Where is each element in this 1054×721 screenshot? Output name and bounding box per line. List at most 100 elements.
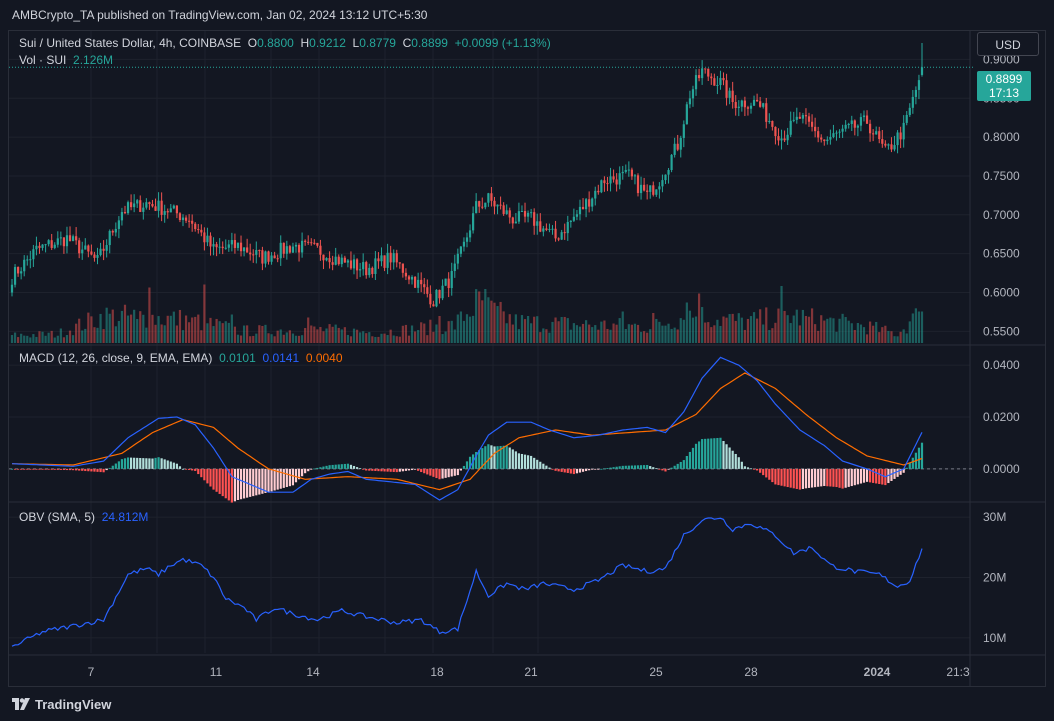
macd-histogram-bar [508, 447, 511, 469]
macd-histogram-bar [224, 468, 227, 499]
candle-body [136, 200, 139, 204]
volume-bar [23, 335, 26, 343]
obv-line [11, 517, 923, 647]
macd-histogram-bar [612, 467, 615, 469]
volume-bar [294, 335, 298, 343]
macd-histogram-bar [47, 468, 50, 470]
macd-histogram-bar [68, 468, 72, 471]
candle-body [175, 205, 178, 214]
candle-body [68, 235, 72, 241]
volume-bar [835, 331, 838, 343]
candle-body [233, 240, 237, 248]
volume-bar [212, 326, 215, 343]
volume-bar [10, 335, 14, 343]
candle-body [496, 204, 499, 207]
low-label: L [352, 36, 360, 50]
macd-histogram-bar [817, 468, 820, 487]
macd-histogram-bar [746, 467, 750, 469]
macd-line [11, 356, 923, 501]
macd-histogram-bar [533, 457, 536, 469]
volume-bar [429, 319, 432, 343]
volume-bar [688, 310, 692, 343]
volume-bar [169, 315, 172, 343]
volume-bar [908, 321, 911, 343]
candle-body [551, 228, 554, 230]
candle-body [184, 217, 188, 221]
macd-histogram-bar [218, 468, 221, 494]
volume-bar [102, 329, 105, 343]
macd-histogram-bar [126, 457, 130, 469]
volume-bar [673, 327, 676, 343]
macd-histogram-bar [53, 468, 56, 470]
candle-body [511, 217, 514, 224]
x-tick-8: 21:3 [946, 665, 970, 679]
x-tick-3: 18 [430, 665, 444, 679]
volume-bar [520, 315, 524, 343]
candle-body [227, 244, 230, 248]
macd-histogram-bar [499, 445, 502, 469]
volume-bar [313, 326, 316, 343]
volume-bar [255, 333, 258, 343]
volume-bar [26, 335, 29, 343]
volume-bar [389, 329, 392, 343]
volume-bar [911, 313, 914, 343]
macd-histogram-bar [673, 465, 676, 469]
macd-histogram-bar [661, 468, 664, 471]
candle-body [667, 169, 670, 175]
volume-bar [621, 311, 624, 343]
volume-bar [548, 332, 551, 343]
macd-histogram-bar [304, 468, 307, 474]
macd-histogram-bar [301, 468, 304, 477]
candle-body [218, 246, 221, 248]
volume-bar [297, 335, 301, 343]
volume-bar [395, 336, 398, 343]
candle-body [401, 263, 404, 273]
macd-histogram-bar [423, 468, 426, 474]
macd-histogram-bar [50, 468, 53, 470]
macd-histogram-bar [310, 468, 313, 470]
candle-body [737, 106, 740, 109]
currency-button[interactable]: USD [977, 32, 1039, 56]
price-y-tick-0: 0.5500 [983, 324, 1020, 338]
volume-bar [87, 312, 90, 343]
volume-bar [230, 314, 233, 343]
macd-histogram-bar [856, 468, 859, 485]
macd-histogram-bar [233, 468, 237, 502]
macd-histogram-bar [166, 460, 169, 469]
candle-body [594, 190, 597, 199]
macd-histogram-bar [649, 466, 652, 469]
volume-bar [239, 335, 243, 343]
volume-bar [774, 322, 777, 343]
tradingview-logo[interactable]: TradingView [12, 697, 111, 712]
macd-histogram-bar [78, 468, 81, 471]
volume-bar [328, 324, 331, 343]
candle-body [697, 75, 701, 79]
volume-bar [646, 332, 649, 343]
macd-histogram-bar [789, 468, 792, 488]
volume-bar [746, 318, 750, 343]
symbol-title: Sui / United States Dollar, 4h, COINBASE [19, 36, 242, 50]
candle-body [438, 289, 441, 299]
volume-bar [420, 322, 423, 343]
candle-body [310, 242, 313, 244]
macd-histogram-bar [688, 451, 692, 469]
volume-bar [887, 330, 890, 343]
volume-bar [676, 329, 679, 343]
candle-body [743, 100, 746, 108]
volume-bar [594, 325, 597, 343]
candle-body [526, 212, 530, 217]
macd-histogram-bar [297, 468, 301, 480]
candle-body [914, 89, 917, 97]
candle-body [514, 221, 517, 224]
candle-body [884, 143, 887, 146]
candle-body [581, 206, 585, 210]
candle-body [826, 139, 829, 142]
macd-histogram-bar [81, 468, 84, 471]
candle-body [734, 102, 737, 109]
candle-body [771, 120, 774, 127]
candle-body [673, 143, 676, 155]
open-label: O [247, 36, 258, 50]
volume-bar [868, 321, 872, 343]
macd-histogram-bar [249, 468, 252, 497]
